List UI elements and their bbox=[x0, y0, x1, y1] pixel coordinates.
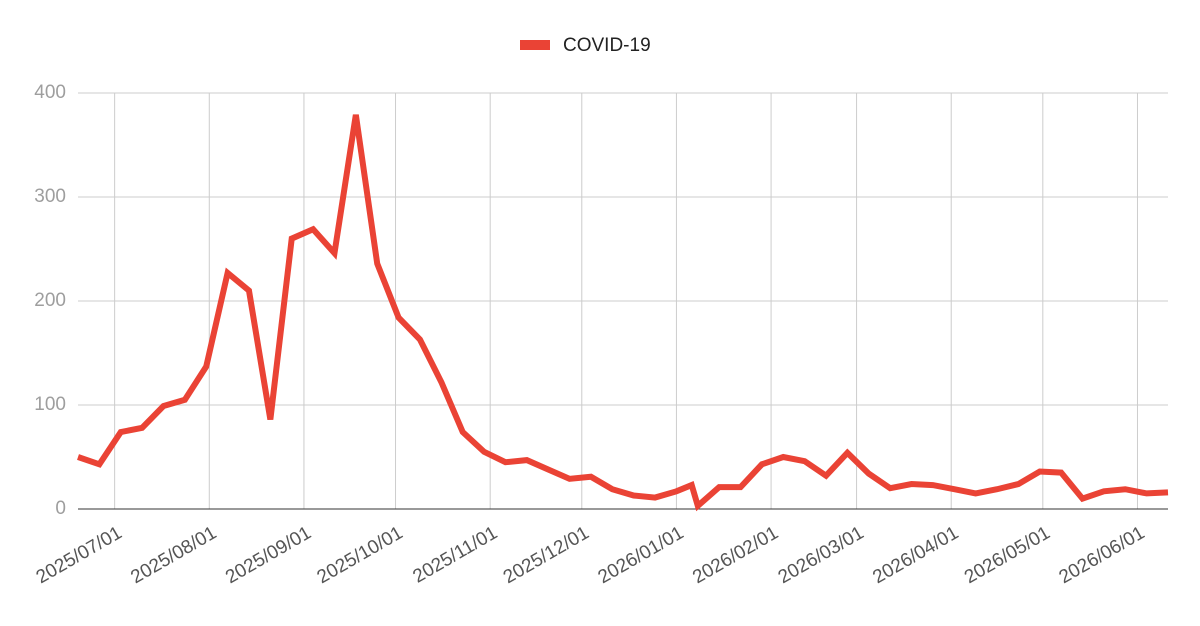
x-tick-label: 2025/07/01 bbox=[33, 522, 126, 588]
x-tick-label: 2026/06/01 bbox=[1056, 522, 1149, 588]
y-tick-label: 300 bbox=[34, 186, 66, 207]
legend-swatch bbox=[520, 40, 550, 50]
y-tick-label: 100 bbox=[34, 394, 66, 415]
data-line bbox=[77, 114, 1169, 512]
x-tick-label: 2025/11/01 bbox=[410, 522, 502, 587]
x-tick-label: 2026/04/01 bbox=[869, 522, 962, 588]
y-tick-label: 200 bbox=[34, 290, 66, 311]
x-tick-label: 2025/09/01 bbox=[222, 522, 315, 588]
x-tick-label: 2025/10/01 bbox=[314, 522, 407, 588]
x-tick-label: 2025/12/01 bbox=[500, 522, 593, 588]
y-tick-label: 400 bbox=[34, 82, 66, 103]
legend-label: COVID-19 bbox=[563, 35, 651, 56]
x-tick-label: 2026/05/01 bbox=[961, 522, 1054, 588]
x-tick-label: 2025/08/01 bbox=[127, 522, 220, 588]
x-tick-label: 2026/01/01 bbox=[595, 522, 688, 588]
x-tick-label: 2026/02/01 bbox=[689, 522, 782, 588]
y-tick-label: 0 bbox=[55, 498, 66, 519]
x-tick-label: 2026/03/01 bbox=[775, 522, 868, 588]
